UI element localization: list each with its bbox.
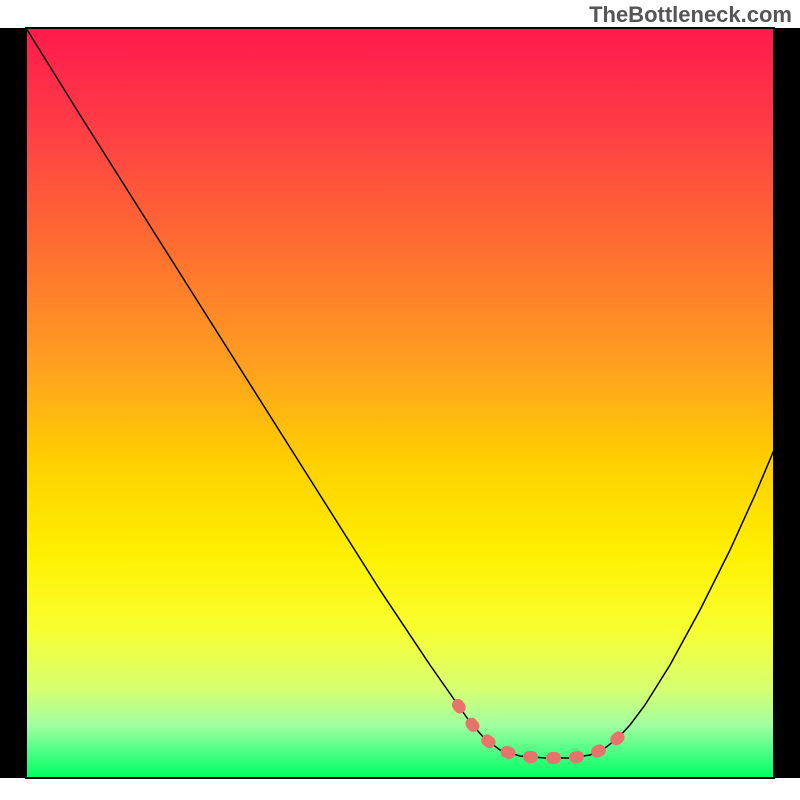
left-bar [0, 28, 26, 778]
right-bar [774, 28, 800, 778]
chart-svg [0, 0, 800, 800]
watermark-text: TheBottleneck.com [589, 2, 792, 28]
bottom-strip [0, 778, 800, 800]
plot-gradient [26, 28, 774, 778]
chart-container: TheBottleneck.com [0, 0, 800, 800]
